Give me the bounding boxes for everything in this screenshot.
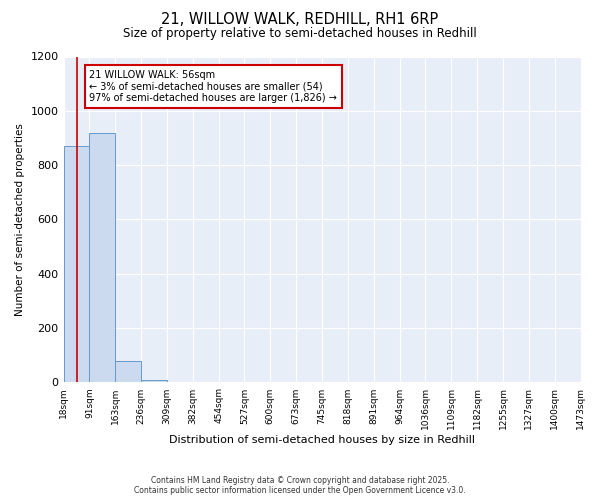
Text: Contains HM Land Registry data © Crown copyright and database right 2025.
Contai: Contains HM Land Registry data © Crown c…: [134, 476, 466, 495]
Bar: [115, 360, 141, 382]
X-axis label: Distribution of semi-detached houses by size in Redhill: Distribution of semi-detached houses by …: [169, 435, 475, 445]
Bar: [89, 132, 115, 382]
Text: 21 WILLOW WALK: 56sqm
← 3% of semi-detached houses are smaller (54)
97% of semi-: 21 WILLOW WALK: 56sqm ← 3% of semi-detac…: [89, 70, 337, 103]
Bar: [64, 146, 89, 382]
Bar: [141, 380, 167, 382]
Y-axis label: Number of semi-detached properties: Number of semi-detached properties: [15, 123, 25, 316]
Text: Size of property relative to semi-detached houses in Redhill: Size of property relative to semi-detach…: [123, 28, 477, 40]
Text: 21, WILLOW WALK, REDHILL, RH1 6RP: 21, WILLOW WALK, REDHILL, RH1 6RP: [161, 12, 439, 28]
